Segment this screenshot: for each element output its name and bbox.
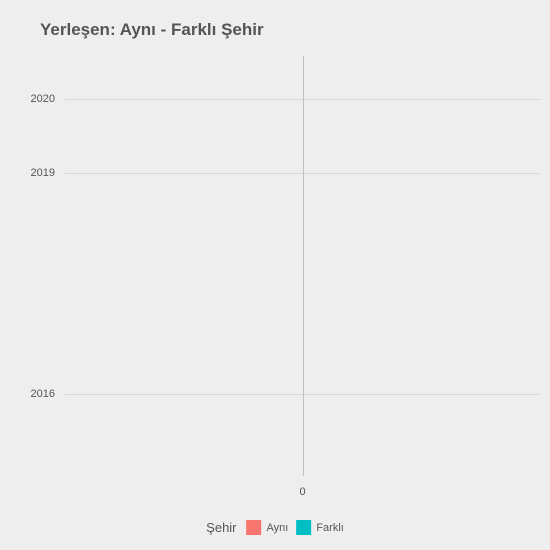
- x-zero-line: [303, 56, 304, 476]
- x-tick-label: 0: [299, 486, 305, 498]
- legend-label: Aynı: [267, 522, 289, 534]
- y-tick-label: 2020: [0, 93, 55, 105]
- legend: Şehir Aynı Farklı: [206, 520, 344, 535]
- legend-swatch: [296, 520, 311, 535]
- y-tick-label: 2016: [0, 388, 55, 400]
- plot-area: [65, 56, 540, 476]
- legend-item: Aynı: [247, 520, 289, 535]
- chart-title: Yerleşen: Aynı - Farklı Şehir: [40, 20, 264, 40]
- legend-label: Farklı: [316, 522, 344, 534]
- legend-item: Farklı: [296, 520, 344, 535]
- legend-title: Şehir: [206, 520, 236, 535]
- y-tick-label: 2019: [0, 167, 55, 179]
- legend-swatch: [247, 520, 262, 535]
